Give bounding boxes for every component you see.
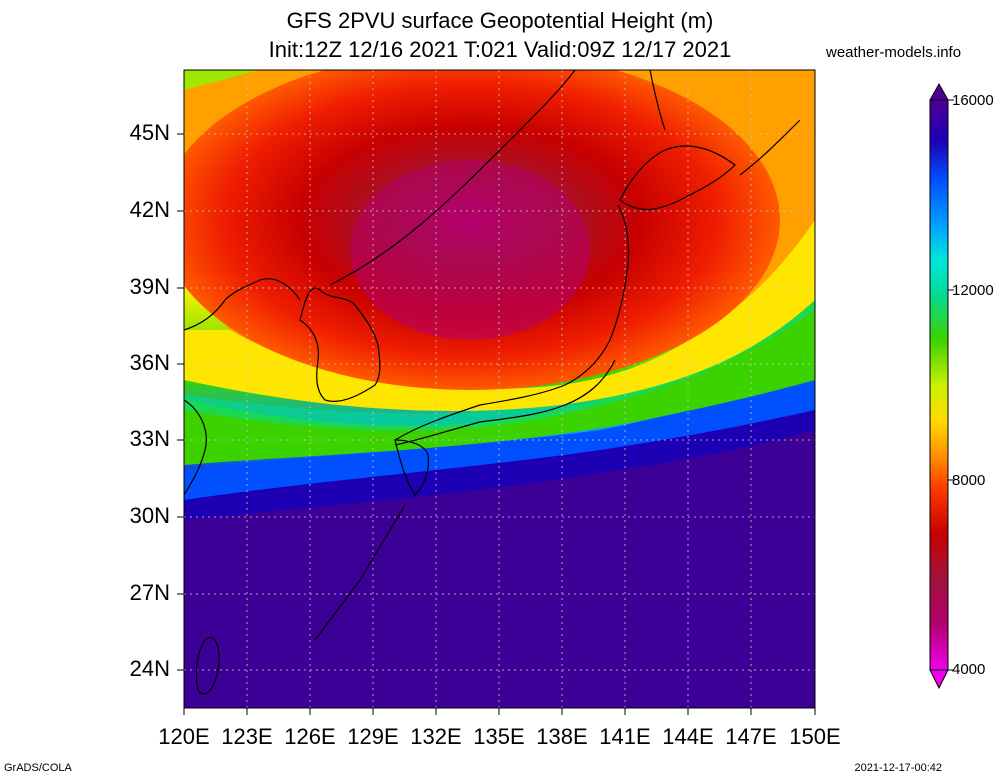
lon-tick-label: 126E	[284, 724, 336, 749]
title-line-2: Init:12Z 12/16 2021 T:021 Valid:09Z 12/1…	[268, 37, 732, 62]
gridlines	[184, 70, 815, 708]
lon-tick-label: 132E	[410, 724, 462, 749]
colorbar-label: 12000	[952, 282, 994, 299]
lon-tick-label: 120E	[158, 724, 210, 749]
colorbar	[929, 82, 954, 690]
colorbar-label: 4000	[952, 661, 986, 678]
site-label: weather-models.info	[826, 44, 962, 61]
tick-marks	[177, 133, 816, 715]
lat-tick-label: 30N	[129, 503, 170, 528]
lon-tick-label: 147E	[725, 724, 777, 749]
colorbar-bottom-arrow	[929, 669, 949, 690]
lon-tick-label: 123E	[221, 724, 273, 749]
lat-tick-label: 39N	[129, 274, 170, 299]
lat-tick-label: 24N	[129, 656, 170, 681]
title-line-1: GFS 2PVU surface Geopotential Height (m)	[286, 8, 714, 33]
lon-tick-label: 150E	[789, 724, 841, 749]
height-field	[184, 70, 815, 708]
lon-tick-label: 129E	[347, 724, 399, 749]
footer-timestamp: 2021-12-17-00:42	[854, 762, 942, 774]
lat-tick-label: 45N	[129, 120, 170, 145]
lon-tick-label: 138E	[536, 724, 588, 749]
colorbar-top-arrow	[929, 82, 949, 101]
lon-tick-label: 135E	[473, 724, 525, 749]
lon-tick-label: 144E	[662, 724, 714, 749]
colorbar-bar	[929, 99, 949, 671]
lat-tick-label: 27N	[129, 580, 170, 605]
coastlines	[184, 70, 801, 695]
lat-tick-label: 42N	[129, 197, 170, 222]
colorbar-label: 8000	[952, 472, 986, 489]
lat-tick-label: 36N	[129, 350, 170, 375]
lon-tick-label: 141E	[599, 724, 651, 749]
footer-software: GrADS/COLA	[4, 762, 72, 774]
lat-tick-label: 33N	[129, 426, 170, 451]
colorbar-label: 16000	[952, 92, 994, 109]
